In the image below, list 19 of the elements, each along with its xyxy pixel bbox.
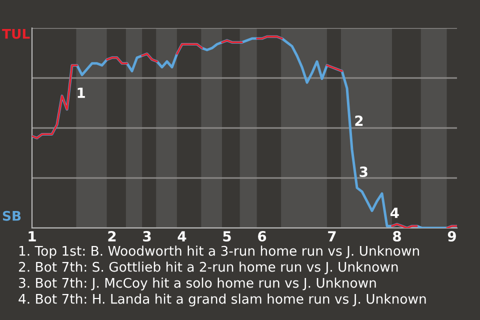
text: TUL (2, 29, 30, 39)
text: 4. Bot 7th: H. Landa hit a grand slam home run vs J. Unknown (18, 294, 426, 306)
x-tick-label: 1 (28, 231, 36, 242)
x-tick-label: 7 (328, 231, 336, 242)
text: 3. Bot 7th: J. McCoy hit a solo home run vs J. Unknown (19, 278, 376, 290)
x-tick-label: 3 (143, 231, 151, 242)
text: 1. Top 1st: B. Woodworth hit a 3-run home run vs J. Unknown (19, 246, 419, 258)
x-tick-label: 5 (223, 231, 231, 242)
annotation: 3 (360, 166, 368, 178)
x-tick-label: 2 (108, 231, 116, 242)
x-tick-label: 9 (448, 231, 456, 242)
annotation: 1 (78, 88, 85, 98)
x-tick-label: 4 (178, 231, 186, 242)
x-tick-label: 6 (258, 231, 266, 242)
annotation: 4 (390, 208, 399, 218)
x-tick-label: 8 (393, 231, 401, 242)
text: 2. Bot 7th: S. Gottlieb hit a 2-run home run vs J. Unknown (18, 262, 398, 274)
annotation: 2 (355, 116, 363, 126)
text: SB (2, 210, 21, 221)
